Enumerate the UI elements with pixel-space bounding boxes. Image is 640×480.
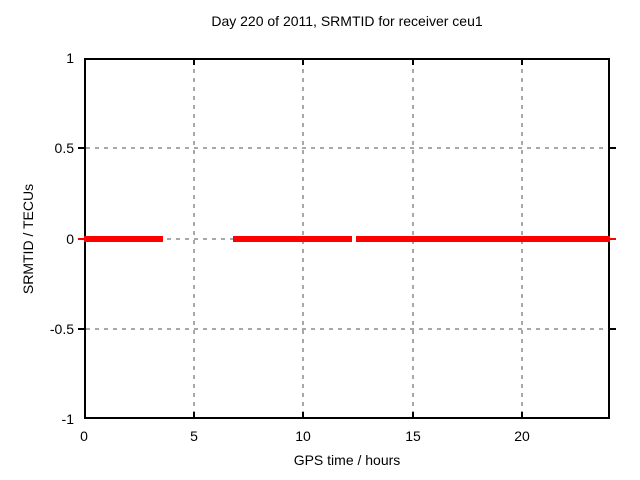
tick-top-10 bbox=[302, 60, 304, 65]
gridline-y-0.5 bbox=[86, 147, 608, 149]
tick-left--0.5 bbox=[78, 328, 84, 330]
y-tick-label--1: -1 bbox=[61, 411, 74, 427]
tick-bottom-20 bbox=[521, 412, 523, 417]
chart-title: Day 220 of 2011, SRMTID for receiver ceu… bbox=[211, 13, 483, 29]
tick-left-0 bbox=[78, 238, 84, 240]
gridline-y--0.5 bbox=[86, 328, 608, 330]
x-tick-label-15: 15 bbox=[405, 428, 421, 444]
x-tick-label-0: 0 bbox=[80, 428, 88, 444]
y-tick-label-0: 0 bbox=[66, 231, 74, 247]
tick-top-5 bbox=[193, 60, 195, 65]
tick-top-15 bbox=[412, 60, 414, 65]
tick-bottom-15 bbox=[412, 412, 414, 417]
data-segment-SRMTID-2 bbox=[356, 236, 610, 242]
tick-right-0 bbox=[610, 238, 616, 240]
x-tick-label-20: 20 bbox=[514, 428, 530, 444]
data-segment-SRMTID-0 bbox=[84, 236, 163, 242]
tick-bottom-5 bbox=[193, 412, 195, 417]
data-segment-SRMTID-1 bbox=[233, 236, 352, 242]
tick-top-20 bbox=[521, 60, 523, 65]
x-tick-label-5: 5 bbox=[190, 428, 198, 444]
x-axis-label: GPS time / hours bbox=[293, 452, 401, 468]
y-tick-label-1: 1 bbox=[66, 50, 74, 66]
y-tick-label--0.5: -0.5 bbox=[49, 321, 74, 337]
x-tick-label-10: 10 bbox=[295, 428, 311, 444]
tick-right--0.5 bbox=[610, 328, 616, 330]
tick-left-0.5 bbox=[78, 147, 84, 149]
tick-bottom-10 bbox=[302, 412, 304, 417]
tick-right-0.5 bbox=[610, 147, 616, 149]
y-tick-label-0.5: 0.5 bbox=[54, 140, 74, 156]
